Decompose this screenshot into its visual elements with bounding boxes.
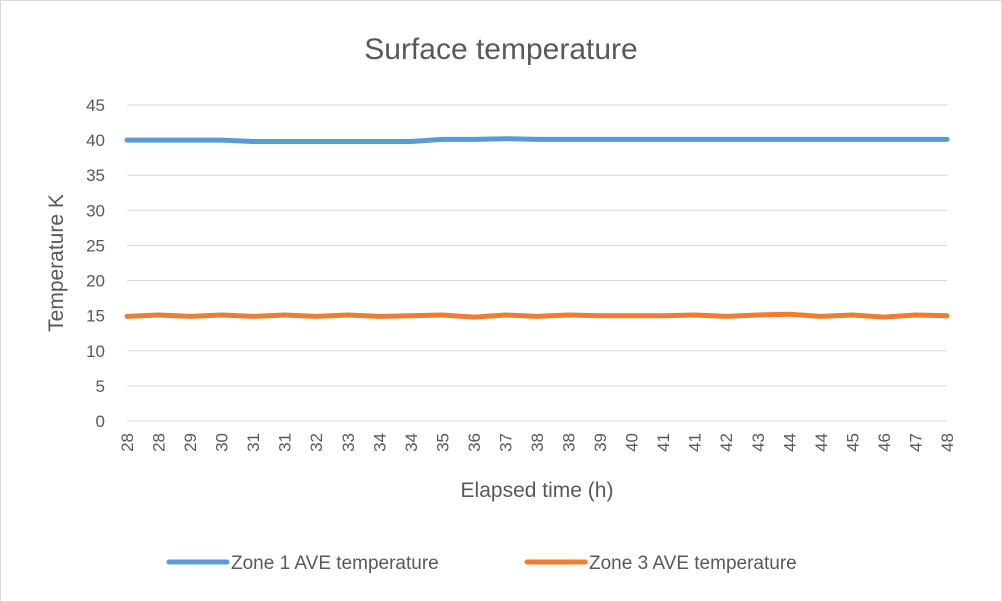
y-tick-label: 30: [86, 201, 105, 220]
chart-title: Surface temperature: [364, 33, 637, 66]
y-tick-label: 25: [86, 236, 105, 255]
x-tick-label: 41: [686, 433, 705, 452]
x-tick-label: 42: [717, 433, 736, 452]
x-tick-label: 43: [749, 433, 768, 452]
y-axis-ticks: 0 5 10 15 20 25 30 35 40 45: [86, 96, 105, 431]
x-tick-label: 36: [465, 433, 484, 452]
x-axis-ticks: 28 28 29 30 31 31 32 33 34 34 35 36 37 38 38 39 40 41 41 42…: [118, 433, 957, 452]
y-tick-label: 15: [86, 307, 105, 326]
x-tick-label: 37: [496, 433, 515, 452]
legend: Zone 1 AVE temperature Zone 3 AVE tempera…: [166, 553, 797, 574]
x-tick-label: 41: [654, 433, 673, 452]
x-tick-label: 28: [118, 433, 137, 452]
x-tick-label: 28: [150, 433, 169, 452]
x-tick-label: 48: [938, 433, 957, 452]
x-tick-label: 34: [402, 433, 421, 452]
gridlines: [127, 104, 947, 422]
legend-label-2: Zone 3 AVE temperature: [589, 553, 797, 574]
x-tick-label: 31: [244, 433, 263, 452]
y-axis-title: Temperature K: [45, 194, 68, 332]
x-tick-label: 33: [339, 433, 358, 452]
legend-label-1: Zone 1 AVE temperature: [231, 553, 439, 574]
x-tick-label: 31: [276, 433, 295, 452]
x-tick-label: 44: [780, 433, 799, 452]
series-lines: [124, 136, 950, 320]
x-tick-label: 35: [433, 433, 452, 452]
x-tick-label: 29: [181, 433, 200, 452]
y-tick-label: 40: [86, 131, 105, 150]
y-tick-label: 10: [86, 342, 105, 361]
x-tick-label: 34: [370, 433, 389, 452]
x-tick-label: 47: [906, 433, 925, 452]
x-tick-label: 46: [875, 433, 894, 452]
series-line-2: [124, 311, 950, 320]
y-tick-label: 20: [86, 272, 105, 291]
y-tick-label: 5: [96, 377, 105, 396]
y-tick-label: 35: [86, 166, 105, 185]
x-tick-label: 39: [591, 433, 610, 452]
x-axis-title: Elapsed time (h): [461, 479, 614, 502]
x-tick-label: 40: [623, 433, 642, 452]
series-line-1: [124, 136, 950, 144]
x-tick-label: 32: [307, 433, 326, 452]
x-tick-label: 38: [528, 433, 547, 452]
x-tick-label: 30: [213, 433, 232, 452]
x-tick-label: 38: [560, 433, 579, 452]
y-tick-label: 0: [96, 412, 105, 431]
x-tick-label: 44: [812, 433, 831, 452]
x-tick-label: 45: [843, 433, 862, 452]
y-tick-label: 45: [86, 96, 105, 115]
